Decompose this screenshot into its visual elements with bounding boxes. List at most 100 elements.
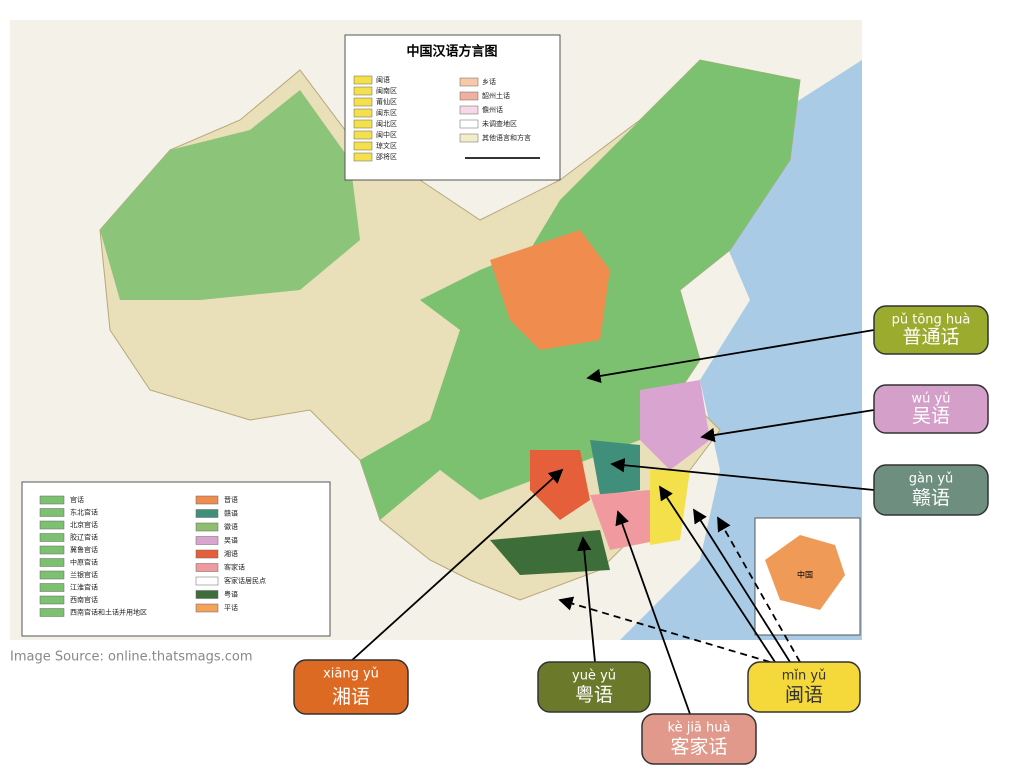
callout-pinyin: gàn yǔ	[909, 472, 954, 487]
legend-label: 韶州土话	[482, 91, 510, 100]
legend-swatch	[39, 508, 65, 517]
callout-box	[537, 661, 651, 713]
legend-label: 吴语	[224, 536, 238, 545]
legend-swatch	[39, 545, 65, 555]
legend-swatch	[39, 558, 65, 567]
arrow	[577, 536, 596, 663]
legend-swatch	[39, 520, 65, 530]
legend-label: 西南官话	[70, 595, 98, 604]
legend-label: 客家话居民点	[224, 576, 266, 585]
callout-hanzi: 湘语	[332, 686, 370, 708]
callout-box	[641, 713, 757, 765]
legend-label: 东北官话	[70, 508, 98, 517]
legend-label: 湘语	[224, 549, 238, 558]
legend-swatch	[459, 105, 479, 115]
arrow	[349, 468, 564, 663]
callout-pinyin: pǔ tōng huà	[892, 313, 971, 328]
legend-label: 其他语言和方言	[482, 133, 531, 142]
legend-top	[344, 34, 561, 181]
arrow	[717, 516, 801, 663]
legend-label: 闽东区	[376, 108, 397, 117]
legend-label: 闽南区	[376, 86, 397, 95]
legend-swatch	[195, 563, 219, 572]
callout-hanzi: 闽语	[785, 684, 823, 706]
legend-label: 晋语	[224, 495, 238, 504]
callout-box	[873, 384, 989, 434]
callout-box	[873, 305, 989, 355]
callout-pinyin: yuè yǔ	[572, 669, 616, 684]
legend-swatch	[353, 130, 373, 140]
legend-swatch	[195, 522, 219, 532]
legend-label: 北京官话	[70, 520, 98, 529]
legend-label: 中原官话	[70, 558, 98, 567]
legend-swatch	[459, 77, 479, 87]
callout-hanzi: 吴语	[912, 405, 950, 427]
legend-label: 官话	[70, 495, 84, 504]
legend-bottom	[21, 481, 331, 637]
legend-label: 平话	[224, 603, 238, 612]
legend-swatch	[39, 570, 65, 580]
arrow	[586, 329, 875, 384]
legend-label: 兰银官话	[70, 570, 98, 579]
callout-box	[293, 659, 409, 715]
arrow	[610, 458, 875, 491]
region-xiang	[530, 450, 590, 520]
legend-swatch	[195, 603, 219, 613]
callout-hanzi: 客家话	[670, 736, 727, 758]
region-northwest	[100, 90, 360, 300]
sea	[620, 60, 862, 640]
legend-swatch	[195, 590, 219, 599]
arrow	[659, 485, 776, 663]
legend-label: 闽语	[376, 75, 390, 84]
legend-swatch	[195, 495, 219, 505]
legend-swatch	[39, 495, 65, 505]
legend-label: 粤语	[224, 590, 238, 599]
legend-swatch	[459, 119, 479, 129]
map-title: 中国汉语方言图	[406, 44, 497, 60]
legend-swatch	[353, 108, 373, 118]
legend-swatch	[353, 75, 373, 85]
callout: xiāng yǔ 湘语	[293, 659, 409, 715]
legend-label: 赣语	[224, 509, 238, 518]
arrow	[693, 508, 791, 663]
legend-label: 徽语	[224, 522, 238, 531]
legend-label: 邵将区	[376, 152, 397, 161]
legend-swatch	[353, 152, 373, 162]
legend-swatch	[39, 583, 65, 592]
legend-label: 江淮官话	[70, 583, 98, 592]
callout-hanzi: 赣语	[912, 487, 950, 509]
legend-label: 客家话	[224, 563, 245, 572]
legend-swatch	[353, 86, 373, 96]
legend-label: 莆仙区	[376, 97, 397, 106]
legend-swatch	[195, 536, 219, 545]
legend-swatch	[459, 133, 479, 143]
callout-pinyin: kè jiā huà	[668, 721, 731, 736]
legend-swatch	[353, 119, 373, 129]
legend-label: 闽北区	[376, 120, 397, 128]
legend-swatch	[459, 91, 479, 101]
callout-pinyin: xiāng yǔ	[323, 667, 379, 682]
legend-label: 冀鲁官话	[70, 545, 98, 554]
legend-swatch	[195, 576, 219, 586]
callout-hanzi: 普通话	[902, 326, 959, 348]
legend-label: 未调查地区	[482, 119, 517, 128]
legend-label: 西南官话和土话并用地区	[70, 608, 147, 617]
callout-hanzi: 粤语	[575, 684, 613, 706]
legend-swatch	[353, 141, 373, 151]
legend-swatch	[195, 509, 219, 518]
legend-label: 胶辽官话	[70, 533, 98, 542]
legend-swatch	[39, 608, 65, 617]
legend-swatch	[353, 97, 373, 107]
region-jin	[490, 230, 610, 350]
callout-box	[873, 464, 989, 516]
legend-swatch	[39, 533, 65, 542]
arrow	[700, 409, 875, 443]
legend-label: 闽中区	[376, 130, 397, 139]
